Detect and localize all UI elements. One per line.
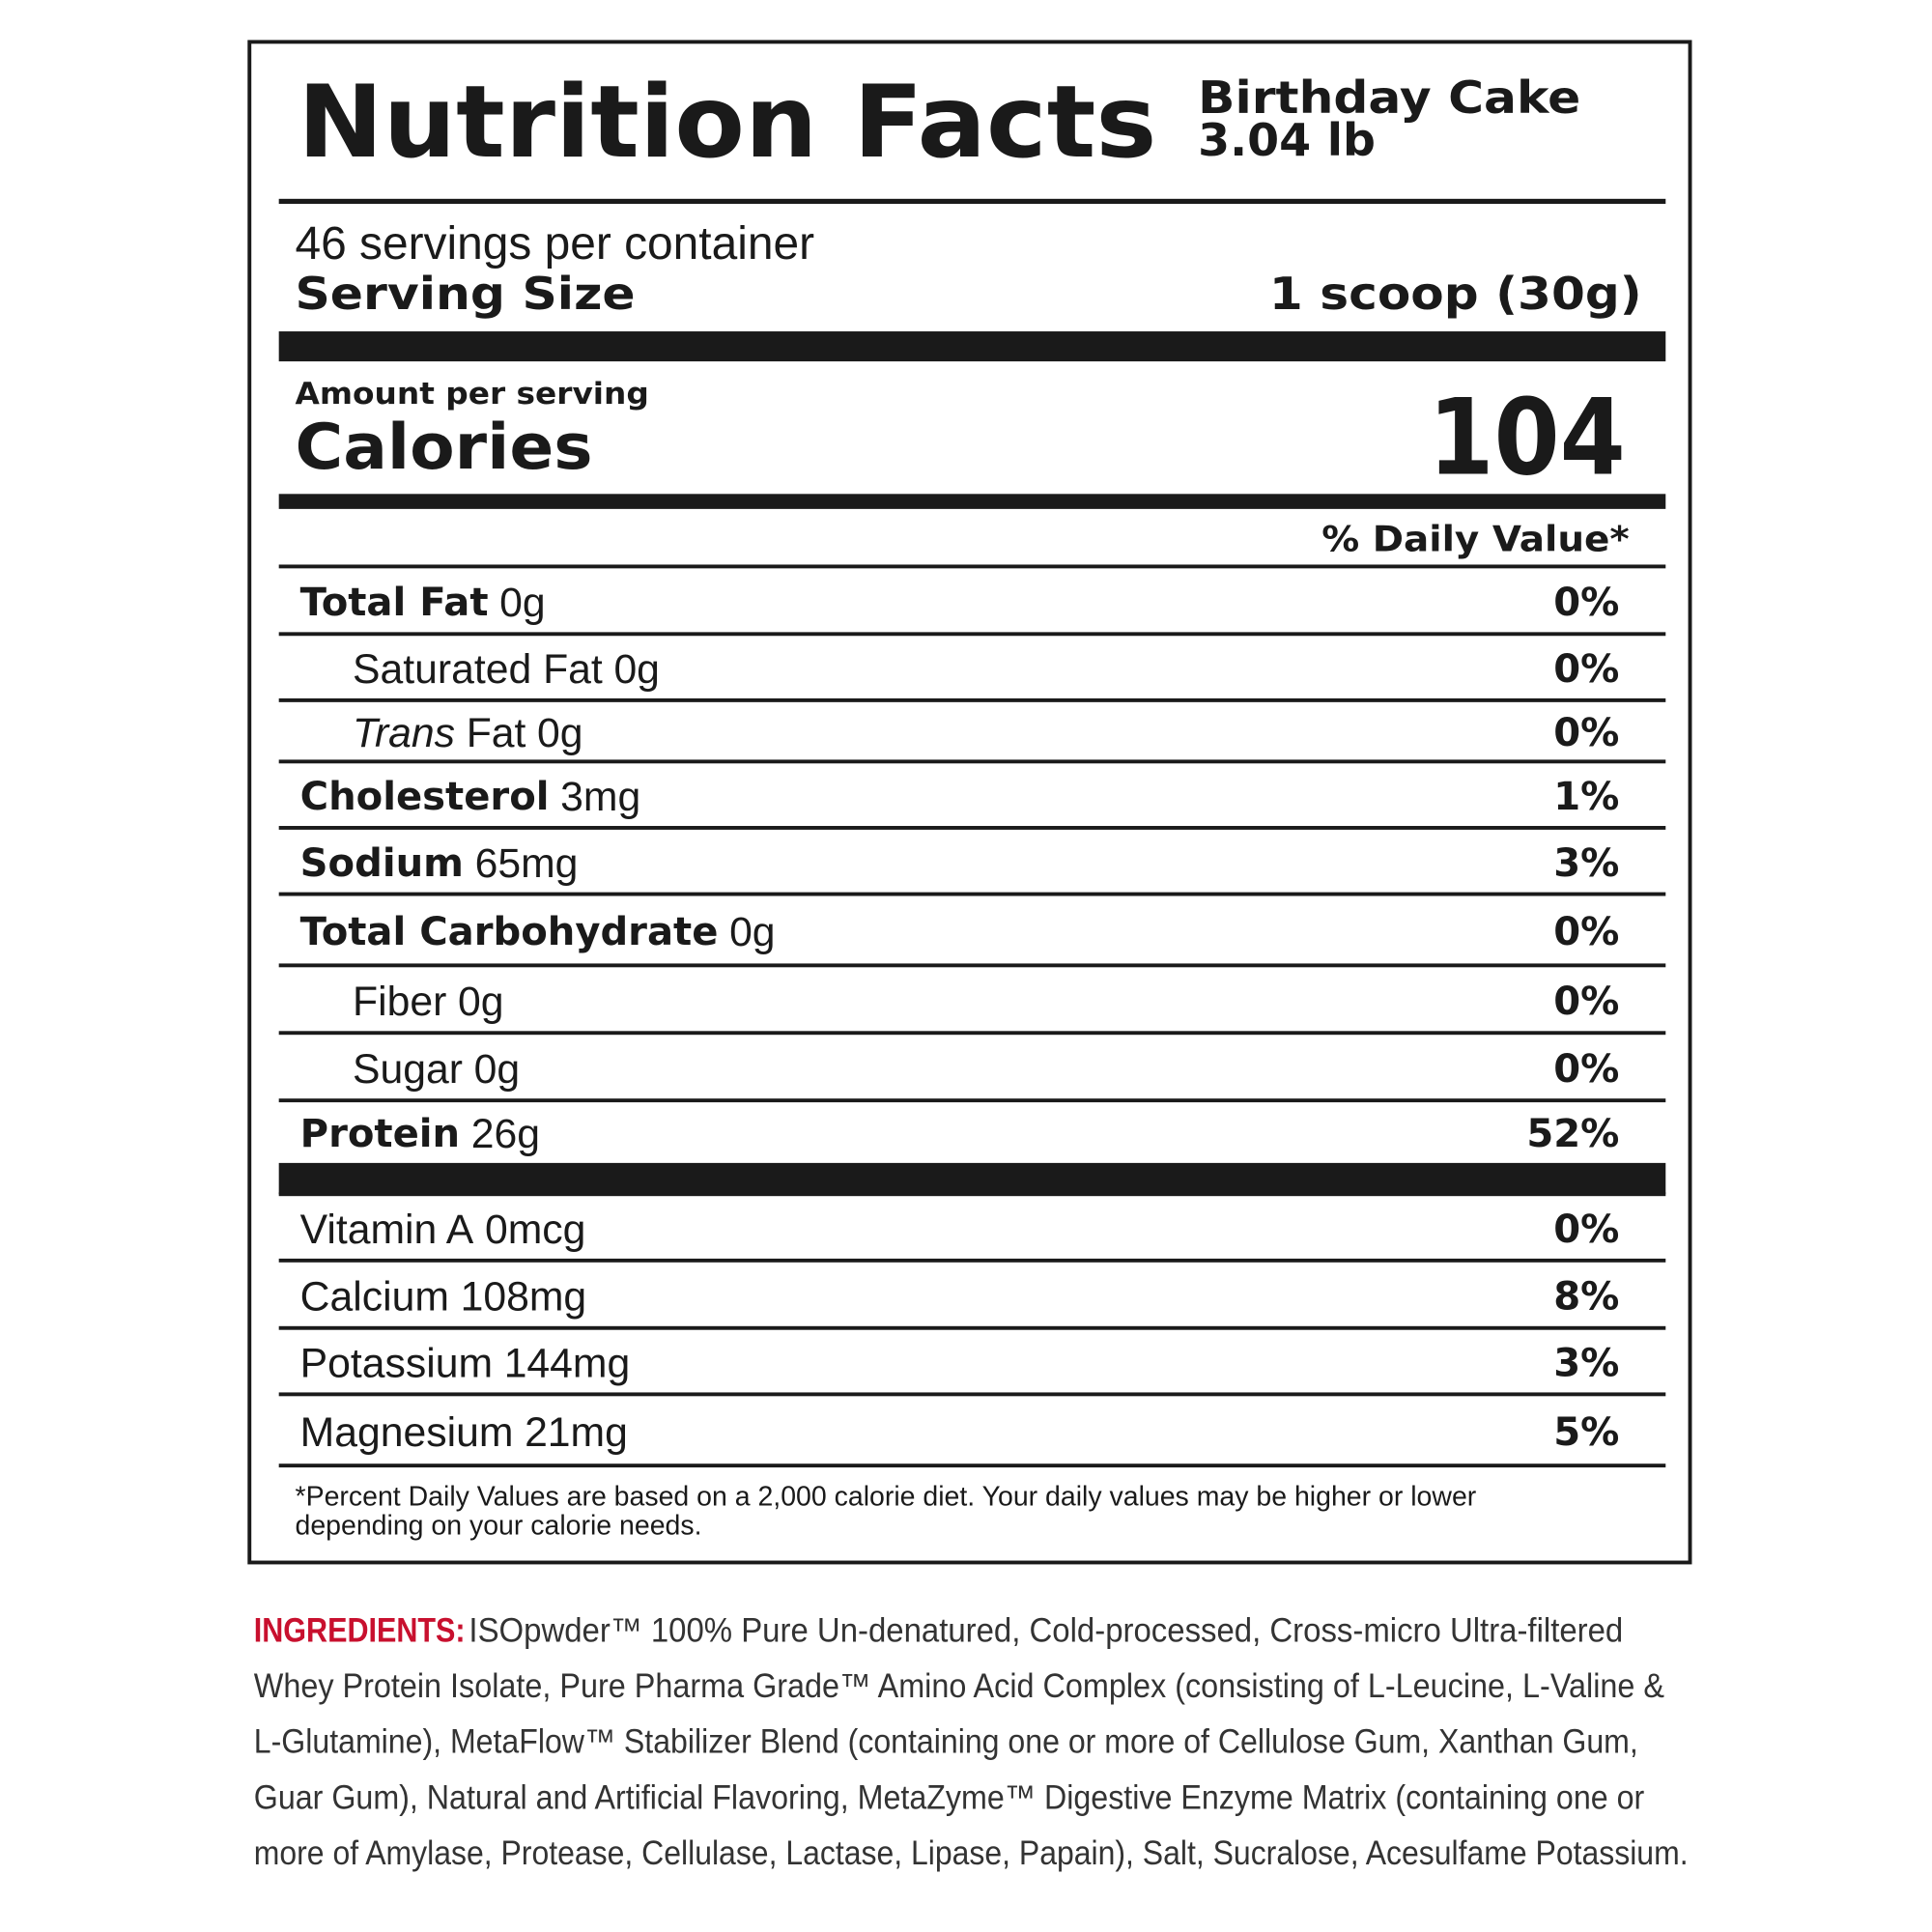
rule xyxy=(278,1325,1666,1330)
nutrient-line: Total Fat 0g xyxy=(300,580,546,626)
rule xyxy=(278,1463,1666,1468)
daily-value: 0% xyxy=(1553,980,1619,1024)
ingredients-line: Whey Protein Isolate, Pure Pharma Grade™… xyxy=(254,1667,1664,1705)
nutrient-line: Protein 26g xyxy=(300,1111,540,1157)
rule xyxy=(278,564,1666,569)
servings: 46 servings per container xyxy=(296,218,815,270)
rule xyxy=(278,632,1666,637)
nutrient-line: Sodium 65mg xyxy=(300,840,579,887)
nutrient-line: Fiber 0g xyxy=(353,979,503,1025)
calories-label: Calories xyxy=(296,412,593,484)
nutrient-name-italic: Trans xyxy=(353,710,455,756)
nutrient-name: Potassium xyxy=(300,1341,493,1387)
daily-value: 0% xyxy=(1553,910,1619,954)
nutrient-name: Magnesium xyxy=(300,1409,514,1456)
nutrient-amount: 0g xyxy=(499,580,546,626)
rule xyxy=(278,1258,1666,1263)
nutrient-amount: 0g xyxy=(729,909,776,955)
nutrient-amount: 65mg xyxy=(475,840,579,887)
nutrient-name: Total Carbohydrate xyxy=(300,910,719,954)
ingredients-line: ISOpwder™ 100% Pure Un-denatured, Cold-p… xyxy=(469,1612,1623,1650)
medium-rule xyxy=(278,494,1666,509)
rule xyxy=(278,1098,1666,1103)
nutrient-line: Vitamin A 0mcg xyxy=(300,1207,586,1253)
weight: 3.04 lb xyxy=(1198,114,1376,166)
daily-value: 52% xyxy=(1526,1112,1619,1156)
nutrient-line: Calcium 108mg xyxy=(300,1273,586,1320)
nutrient-amount: 0mcg xyxy=(485,1207,585,1253)
daily-value: 0% xyxy=(1553,1208,1619,1252)
title: Nutrition Facts xyxy=(298,65,1156,181)
nutrient-line: Cholesterol 3mg xyxy=(300,774,641,820)
nutrient-amount: 0g xyxy=(458,979,503,1025)
footnote: *Percent Daily Values are based on a 2,0… xyxy=(296,1482,1477,1513)
serving-size-label: Serving Size xyxy=(296,268,636,320)
calories-value: 104 xyxy=(1428,377,1626,499)
nutrient-amount: 108mg xyxy=(461,1273,587,1320)
footnote: depending on your calorie needs. xyxy=(296,1510,702,1541)
nutrient-name: Cholesterol xyxy=(300,775,550,819)
ingredients-label: INGREDIENTS: xyxy=(254,1612,466,1650)
amount-per-serving: Amount per serving xyxy=(296,377,649,412)
ingredients-line: more of Amylase, Protease, Cellulase, La… xyxy=(254,1834,1689,1872)
nutrient-name: Sodium xyxy=(300,841,464,886)
nutrient-amount: 3mg xyxy=(560,774,640,820)
nutrient-line: Magnesium 21mg xyxy=(300,1409,628,1456)
nutrient-line: Trans Fat 0g xyxy=(353,710,583,756)
daily-value: 5% xyxy=(1553,1410,1619,1455)
ingredients-line: Guar Gum), Natural and Artificial Flavor… xyxy=(254,1778,1645,1816)
nutrient-name: Saturated Fat xyxy=(353,646,603,693)
nutrient-line: Total Carbohydrate 0g xyxy=(300,909,776,955)
rule xyxy=(278,1192,1666,1197)
daily-value: 0% xyxy=(1553,647,1619,692)
nutrient-amount: 0g xyxy=(613,646,660,693)
nutrient-name: Protein xyxy=(300,1112,460,1156)
rule xyxy=(278,198,1666,205)
daily-value: 8% xyxy=(1553,1274,1619,1319)
nutrient-line: Sugar 0g xyxy=(353,1046,520,1093)
nutrient-name: Sugar xyxy=(353,1046,463,1093)
daily-value: 1% xyxy=(1553,775,1619,819)
nutrient-name: Fiber xyxy=(353,979,446,1025)
rule xyxy=(278,826,1666,830)
rule xyxy=(278,697,1666,702)
nutrient-amount: 0g xyxy=(537,710,583,756)
nutrient-amount: 21mg xyxy=(525,1409,628,1456)
nutrient-amount: 26g xyxy=(471,1111,540,1157)
daily-value: 3% xyxy=(1553,1342,1619,1386)
nutrient-name: Total Fat xyxy=(300,581,489,625)
rule xyxy=(278,963,1666,968)
nutrient-name: Fat xyxy=(467,710,526,756)
product: Birthday Cake xyxy=(1198,71,1580,124)
rule xyxy=(278,892,1666,896)
rule xyxy=(278,759,1666,764)
daily-value-header: % Daily Value* xyxy=(1321,518,1629,559)
nutrient-amount: 144mg xyxy=(504,1341,631,1387)
serving-size-value: 1 scoop (30g) xyxy=(1269,268,1642,320)
nutrient-name: Vitamin A xyxy=(300,1207,474,1253)
daily-value: 0% xyxy=(1553,711,1619,755)
daily-value: 3% xyxy=(1553,841,1619,886)
rule xyxy=(278,1031,1666,1036)
nutrient-amount: 0g xyxy=(474,1046,520,1093)
nutrient-name: Calcium xyxy=(300,1273,449,1320)
daily-value: 0% xyxy=(1553,581,1619,625)
ingredients-line: L-Glutamine), MetaFlow™ Stabilizer Blend… xyxy=(254,1723,1638,1761)
thick-rule xyxy=(278,331,1666,362)
thick-rule xyxy=(278,1162,1666,1195)
rule xyxy=(278,1392,1666,1397)
daily-value: 0% xyxy=(1553,1047,1619,1092)
nutrient-line: Saturated Fat 0g xyxy=(353,646,660,693)
label-border xyxy=(247,40,1692,1565)
nutrient-line: Potassium 144mg xyxy=(300,1341,631,1387)
